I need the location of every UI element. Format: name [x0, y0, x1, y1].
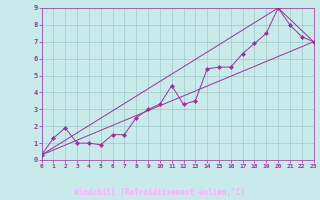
Text: Windchill (Refroidissement éolien,°C): Windchill (Refroidissement éolien,°C): [75, 188, 245, 196]
